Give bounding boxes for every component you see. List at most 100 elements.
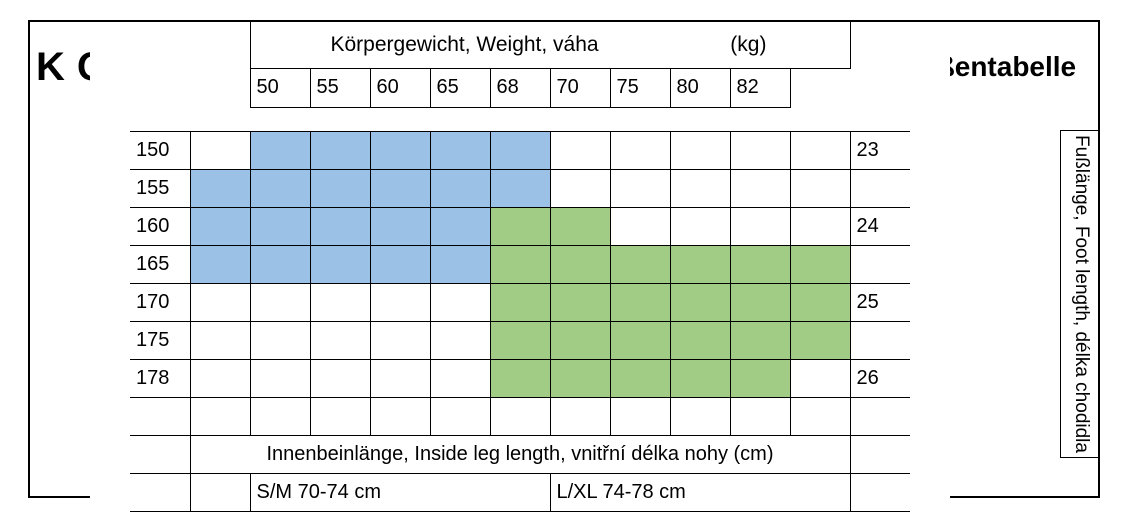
grid-cell (430, 359, 490, 397)
foot-axis-label: Fußlänge, Foot length, délka chodidla (1070, 135, 1092, 453)
grid-cell (490, 207, 550, 245)
grid-cell (370, 169, 430, 207)
grid-cell (250, 131, 310, 169)
weight-col: 75 (610, 68, 670, 107)
height-row-label: 160 (130, 207, 190, 245)
grid-cell (370, 245, 430, 283)
grid-cell (670, 245, 730, 283)
size-grid: Körpergewicht, Weight, váha (kg) 5055606… (90, 22, 950, 512)
grid-cell (790, 245, 850, 283)
grid-cell (310, 397, 370, 435)
foot-value (850, 321, 910, 359)
grid-cell (610, 359, 670, 397)
size-table: Körpergewicht, Weight, váha (kg) 5055606… (90, 22, 950, 512)
grid-cell (490, 131, 550, 169)
grid-cell (430, 397, 490, 435)
foot-value: 23 (850, 131, 910, 169)
grid-cell (490, 397, 550, 435)
grid-cell (430, 321, 490, 359)
height-row-label (130, 397, 190, 435)
size-right: L/XL 74-78 cm (550, 473, 850, 511)
grid-cell (370, 321, 430, 359)
grid-cell (790, 359, 850, 397)
size-left: S/M 70-74 cm (250, 473, 550, 511)
grid-cell (730, 397, 790, 435)
height-row-label: 175 (130, 321, 190, 359)
grid-cell (430, 245, 490, 283)
grid-cell (190, 207, 250, 245)
grid-cell (730, 207, 790, 245)
grid-cell (250, 321, 310, 359)
grid-cell (550, 283, 610, 321)
grid-cell (670, 207, 730, 245)
grid-cell (430, 207, 490, 245)
grid-cell (550, 207, 610, 245)
grid-cell (550, 131, 610, 169)
foot-value: 25 (850, 283, 910, 321)
grid-cell (370, 207, 430, 245)
grid-cell (790, 283, 850, 321)
weight-header-text: Körpergewicht, Weight, váha (331, 33, 599, 56)
grid-cell (250, 245, 310, 283)
weight-col: 70 (550, 68, 610, 107)
grid-cell (610, 207, 670, 245)
grid-cell (790, 169, 850, 207)
grid-cell (730, 245, 790, 283)
grid-cell (250, 397, 310, 435)
foot-value (850, 397, 910, 435)
grid-cell (610, 245, 670, 283)
grid-cell (550, 321, 610, 359)
grid-cell (190, 397, 250, 435)
weight-col: 55 (310, 68, 370, 107)
weight-col: 80 (670, 68, 730, 107)
grid-cell (610, 321, 670, 359)
grid-cell (610, 131, 670, 169)
grid-cell (430, 169, 490, 207)
grid-cell (190, 321, 250, 359)
grid-cell (670, 397, 730, 435)
weight-col: 60 (370, 68, 430, 107)
foot-value: 24 (850, 207, 910, 245)
grid-cell (310, 207, 370, 245)
weight-col: 50 (250, 68, 310, 107)
grid-cell (610, 397, 670, 435)
weight-col: 82 (730, 68, 790, 107)
grid-cell (190, 359, 250, 397)
grid-cell (550, 397, 610, 435)
grid-cell (550, 169, 610, 207)
grid-cell (370, 131, 430, 169)
grid-cell (730, 169, 790, 207)
grid-cell (430, 283, 490, 321)
grid-cell (310, 245, 370, 283)
grid-cell (370, 283, 430, 321)
grid-cell (670, 321, 730, 359)
weight-header: Körpergewicht, Weight, váha (kg) (250, 22, 850, 68)
height-row-label: 178 (130, 359, 190, 397)
inside-leg-header: Innenbeinlänge, Inside leg length, vnitř… (190, 435, 850, 473)
grid-cell (310, 283, 370, 321)
foot-value (850, 169, 910, 207)
grid-cell (490, 245, 550, 283)
grid-cell (610, 283, 670, 321)
grid-cell (610, 169, 670, 207)
grid-cell (490, 321, 550, 359)
weight-col: 65 (430, 68, 490, 107)
grid-cell (490, 359, 550, 397)
weight-unit: (kg) (730, 33, 766, 56)
height-row-label: 165 (130, 245, 190, 283)
grid-cell (730, 283, 790, 321)
grid-cell (550, 359, 610, 397)
grid-cell (310, 321, 370, 359)
weight-col: 68 (490, 68, 550, 107)
grid-cell (250, 207, 310, 245)
grid-cell (190, 169, 250, 207)
foot-value (850, 245, 910, 283)
grid-cell (790, 207, 850, 245)
height-row-label: 155 (130, 169, 190, 207)
grid-cell (730, 321, 790, 359)
grid-cell (550, 245, 610, 283)
grid-cell (370, 397, 430, 435)
grid-cell (790, 321, 850, 359)
grid-cell (670, 169, 730, 207)
grid-cell (310, 131, 370, 169)
